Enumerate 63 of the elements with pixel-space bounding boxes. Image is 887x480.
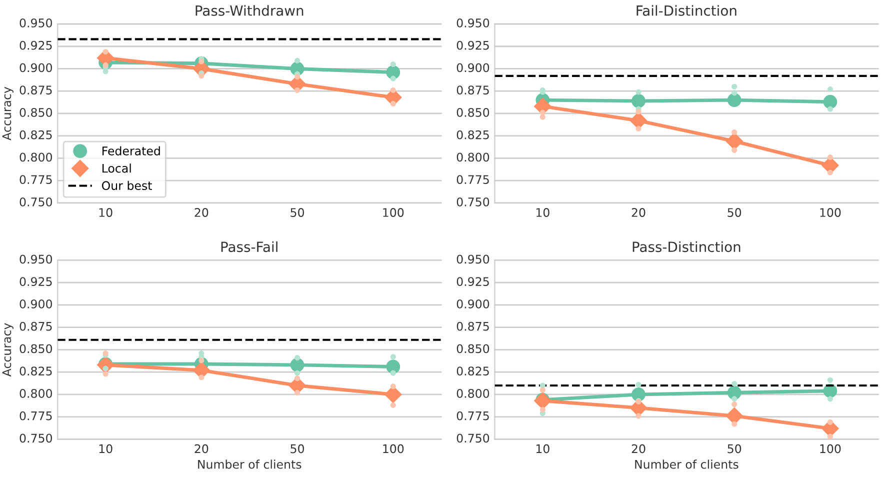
x-tick-label: 10 <box>536 444 550 454</box>
x-tick-label: 50 <box>290 444 304 454</box>
y-tick-label: 0.750 <box>456 434 490 443</box>
chart-title: Pass-Withdrawn <box>196 5 304 16</box>
y-tick-label: 0.925 <box>20 40 52 50</box>
y-tick-label: 0.950 <box>20 254 52 264</box>
y-tick-label: 0.875 <box>20 322 52 331</box>
x-tick-label: 20 <box>632 444 646 454</box>
y-tick-label: 0.750 <box>20 434 52 443</box>
x-tick-label: 50 <box>728 444 742 454</box>
x-tick-label: 100 <box>383 444 404 454</box>
x-tick-label: 50 <box>728 208 742 217</box>
y-tick-label: 0.775 <box>20 175 52 184</box>
y-tick-label: 0.925 <box>456 40 489 50</box>
x-tick-label: 100 <box>820 208 841 217</box>
chart-title: Fail-Distinction <box>636 5 736 16</box>
y-tick-label: 0.825 <box>20 366 52 376</box>
chart-title: Pass-Distinction <box>632 241 740 252</box>
y-tick-label: 0.875 <box>20 86 52 95</box>
legend-label: Federated <box>102 146 160 156</box>
y-tick-label: 0.900 <box>456 63 490 72</box>
y-tick-label: 0.950 <box>456 254 490 264</box>
y-tick-label: 0.850 <box>20 344 52 354</box>
legend-label: Our best <box>102 180 152 190</box>
y-tick-label: 0.850 <box>456 108 490 117</box>
y-tick-label: 0.775 <box>456 411 489 420</box>
y-tick-label: 0.875 <box>456 86 489 95</box>
y-tick-label: 0.950 <box>20 18 52 28</box>
y-tick-label: 0.800 <box>456 388 490 398</box>
x-tick-label: 20 <box>194 208 208 217</box>
x-tick-label: 20 <box>632 208 646 217</box>
x-axis-title: Number of clients <box>635 460 738 469</box>
legend-label: Local <box>102 164 131 173</box>
y-tick-label: 0.850 <box>20 108 52 117</box>
x-tick-label: 10 <box>99 444 112 454</box>
x-tick-label: 50 <box>290 208 304 217</box>
y-tick-label: 0.825 <box>456 130 489 140</box>
x-axis-title: Number of clients <box>198 460 302 469</box>
y-tick-label: 0.825 <box>20 130 52 140</box>
y-tick-label: 0.800 <box>20 152 52 162</box>
y-tick-label: 0.825 <box>456 366 489 376</box>
y-tick-label: 0.925 <box>20 277 52 286</box>
y-tick-label: 0.800 <box>456 152 490 162</box>
x-tick-label: 10 <box>536 208 550 217</box>
x-tick-label: 100 <box>383 208 404 217</box>
y-tick-label: 0.925 <box>456 277 489 286</box>
y-tick-label: 0.900 <box>20 63 52 72</box>
x-tick-label: 10 <box>99 208 112 217</box>
y-tick-label: 0.775 <box>20 411 52 420</box>
y-tick-label: 0.875 <box>456 322 489 331</box>
y-tick-label: 0.750 <box>456 197 490 206</box>
x-tick-label: 100 <box>820 444 841 454</box>
y-tick-label: 0.775 <box>456 175 489 184</box>
x-tick-label: 20 <box>194 444 208 454</box>
y-tick-label: 0.850 <box>456 344 490 354</box>
y-tick-label: 0.800 <box>20 388 52 398</box>
y-axis-title: Accuracy <box>2 86 14 140</box>
y-tick-label: 0.750 <box>20 197 52 206</box>
y-tick-label: 0.900 <box>456 299 490 308</box>
y-tick-label: 0.950 <box>456 18 490 28</box>
y-tick-label: 0.900 <box>20 299 52 308</box>
chart-title: Pass-Fail <box>221 241 278 252</box>
y-axis-title: Accuracy <box>2 323 14 377</box>
